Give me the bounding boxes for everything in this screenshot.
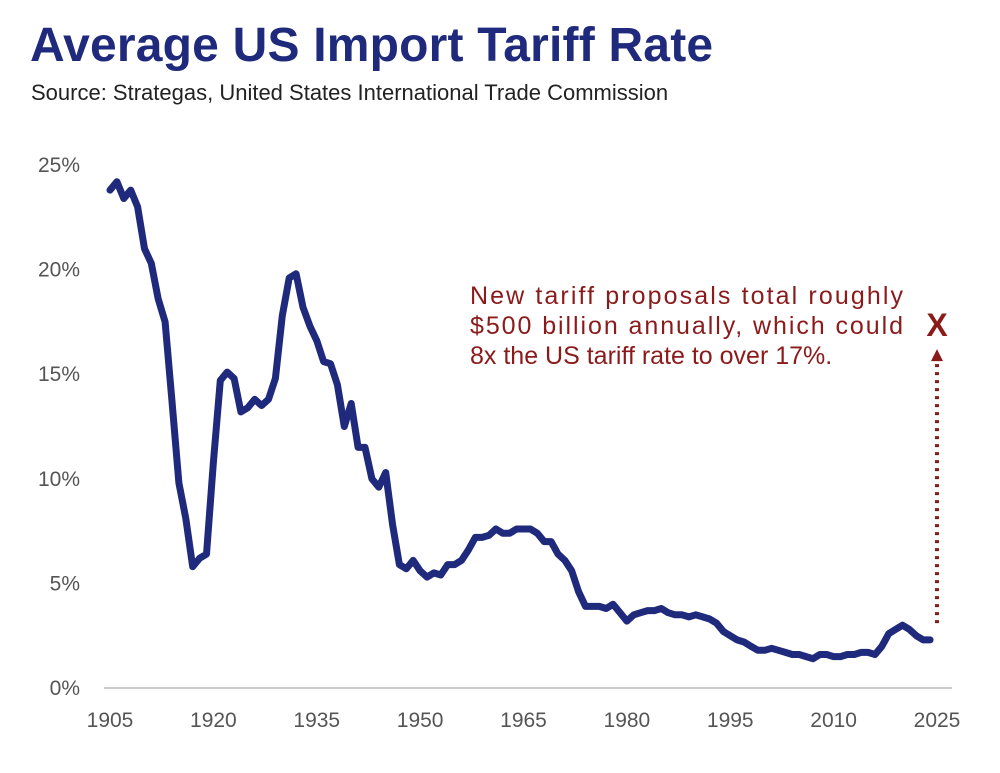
projected-rate-marker: X [926,307,948,343]
x-tick-label: 1935 [293,709,340,732]
y-tick-label: 15% [38,363,80,386]
x-tick-label: 1905 [87,709,134,732]
series-line-tariff-rate [106,178,934,663]
x-tick-label: 1995 [707,709,754,732]
annotation-line-2: $500 billion annually, which could [470,312,903,340]
y-tick-label: 0% [50,677,80,700]
x-tick-label: 1920 [190,709,237,732]
x-tick-label: 1980 [604,709,651,732]
y-tick-label: 10% [38,468,80,491]
x-axis: 1905 1920 1935 1950 1965 1980 1995 2010 2025 [87,709,961,732]
y-tick-label: 5% [50,572,80,595]
chart-subtitle: Source: Strategas, United States Interna… [31,80,669,105]
y-axis: 0% 5% 10% 15% 20% 25% [38,154,80,700]
x-tick-label: 2025 [914,709,961,732]
annotation-line-1: New tariff proposals total roughly [470,282,904,310]
y-tick-label: 25% [38,154,80,177]
x-tick-label: 2010 [810,709,857,732]
x-tick-label: 1965 [500,709,547,732]
projection-arrowhead [931,349,943,362]
chart-title: Average US Import Tariff Rate [30,19,714,72]
y-tick-label: 20% [38,259,80,282]
x-tick-label: 1950 [397,709,444,732]
annotation-line-3: 8x the US tariff rate to over 17%. [470,342,832,370]
